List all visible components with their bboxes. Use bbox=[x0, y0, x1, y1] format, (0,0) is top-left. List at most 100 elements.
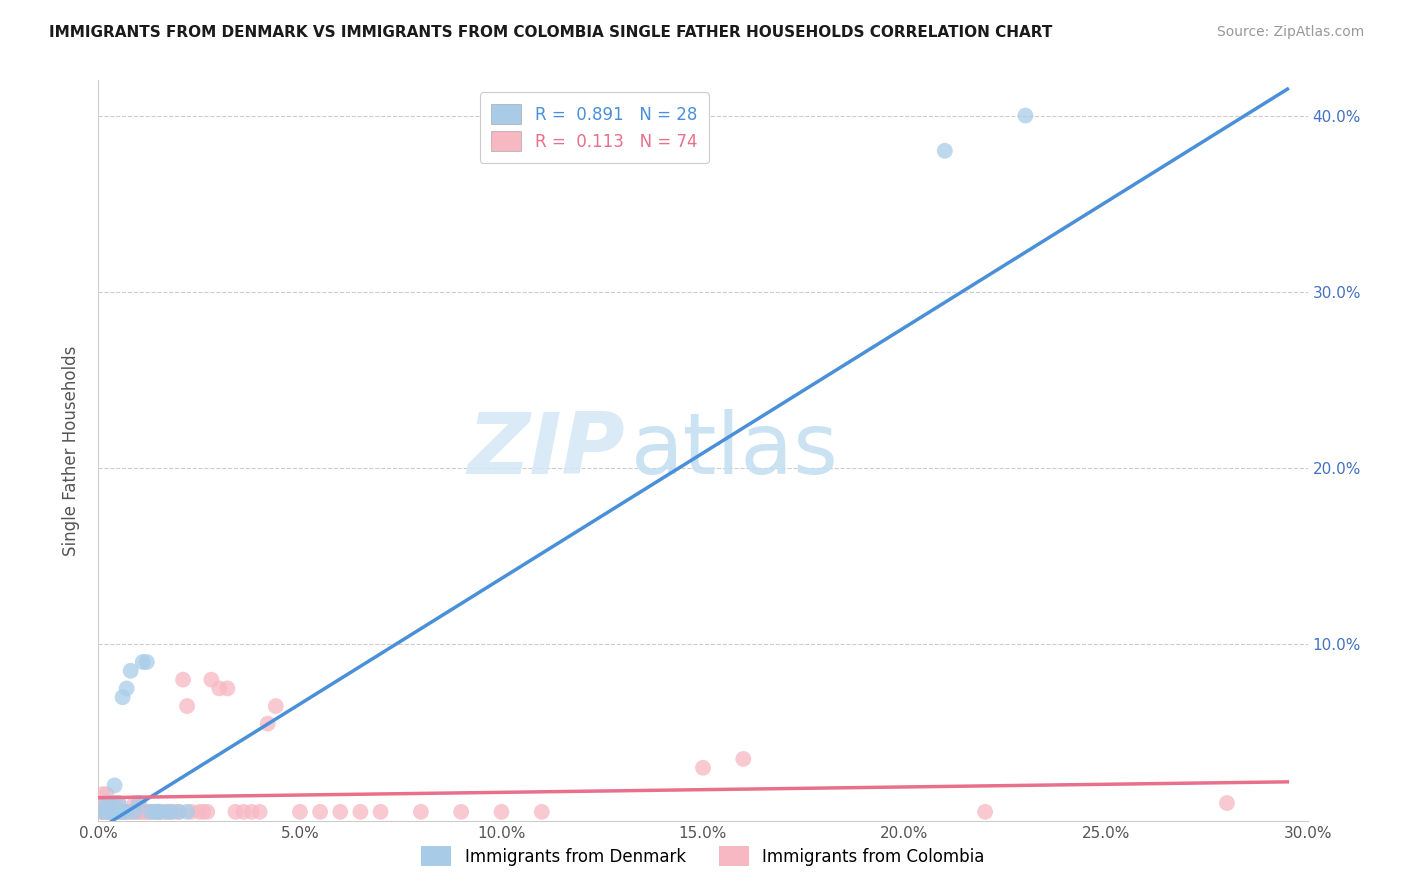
Point bbox=[111, 805, 134, 819]
Point bbox=[135, 805, 157, 819]
Point bbox=[450, 805, 472, 819]
Point bbox=[249, 805, 271, 819]
Y-axis label: Single Father Households: Single Father Households bbox=[62, 345, 80, 556]
Point bbox=[111, 805, 134, 819]
Point bbox=[143, 805, 166, 819]
Point bbox=[96, 805, 118, 819]
Point bbox=[111, 690, 134, 705]
Point bbox=[115, 805, 138, 819]
Point bbox=[128, 796, 150, 810]
Point bbox=[124, 805, 146, 819]
Point bbox=[115, 805, 138, 819]
Point bbox=[160, 805, 183, 819]
Point bbox=[200, 673, 222, 687]
Point bbox=[208, 681, 231, 696]
Point bbox=[128, 796, 150, 810]
Text: atlas: atlas bbox=[630, 409, 838, 492]
Point bbox=[91, 805, 114, 819]
Point bbox=[152, 805, 174, 819]
Point bbox=[100, 805, 122, 819]
Point bbox=[103, 796, 125, 810]
Point bbox=[96, 787, 118, 801]
Point bbox=[172, 673, 194, 687]
Point bbox=[224, 805, 246, 819]
Text: IMMIGRANTS FROM DENMARK VS IMMIGRANTS FROM COLOMBIA SINGLE FATHER HOUSEHOLDS COR: IMMIGRANTS FROM DENMARK VS IMMIGRANTS FR… bbox=[49, 25, 1053, 40]
Point bbox=[139, 805, 162, 819]
Point bbox=[107, 796, 129, 810]
Point bbox=[692, 761, 714, 775]
Point bbox=[349, 805, 371, 819]
Point bbox=[139, 805, 162, 819]
Point bbox=[156, 805, 179, 819]
Point bbox=[409, 805, 432, 819]
Point bbox=[91, 787, 114, 801]
Point bbox=[256, 716, 278, 731]
Legend: R =  0.891   N = 28, R =  0.113   N = 74: R = 0.891 N = 28, R = 0.113 N = 74 bbox=[479, 92, 709, 163]
Point bbox=[107, 805, 129, 819]
Point bbox=[264, 699, 287, 714]
Point bbox=[103, 805, 125, 819]
Point bbox=[139, 805, 162, 819]
Point bbox=[120, 805, 142, 819]
Point bbox=[103, 805, 125, 819]
Point bbox=[91, 805, 114, 819]
Point bbox=[188, 805, 211, 819]
Point bbox=[1014, 109, 1036, 123]
Point bbox=[232, 805, 254, 819]
Point bbox=[128, 805, 150, 819]
Point bbox=[167, 805, 190, 819]
Point bbox=[103, 778, 125, 792]
Point bbox=[100, 796, 122, 810]
Point bbox=[148, 805, 170, 819]
Point bbox=[107, 805, 129, 819]
Point bbox=[96, 805, 118, 819]
Point bbox=[530, 805, 553, 819]
Point bbox=[107, 796, 129, 810]
Point bbox=[100, 796, 122, 810]
Point bbox=[91, 805, 114, 819]
Point bbox=[91, 805, 114, 819]
Point bbox=[91, 796, 114, 810]
Point bbox=[111, 805, 134, 819]
Point bbox=[128, 805, 150, 819]
Point bbox=[124, 805, 146, 819]
Point bbox=[115, 681, 138, 696]
Legend: Immigrants from Denmark, Immigrants from Colombia: Immigrants from Denmark, Immigrants from… bbox=[413, 838, 993, 875]
Point bbox=[103, 805, 125, 819]
Point bbox=[132, 805, 155, 819]
Point bbox=[96, 796, 118, 810]
Point bbox=[132, 805, 155, 819]
Point bbox=[217, 681, 239, 696]
Point bbox=[1216, 796, 1239, 810]
Point bbox=[240, 805, 263, 819]
Point bbox=[107, 805, 129, 819]
Point bbox=[100, 805, 122, 819]
Point bbox=[148, 805, 170, 819]
Point bbox=[115, 805, 138, 819]
Point bbox=[120, 664, 142, 678]
Point bbox=[974, 805, 997, 819]
Point bbox=[135, 655, 157, 669]
Point bbox=[132, 655, 155, 669]
Point bbox=[96, 805, 118, 819]
Point bbox=[733, 752, 755, 766]
Point bbox=[100, 805, 122, 819]
Text: ZIP: ZIP bbox=[467, 409, 624, 492]
Point bbox=[107, 805, 129, 819]
Point bbox=[143, 805, 166, 819]
Point bbox=[195, 805, 218, 819]
Point bbox=[193, 805, 215, 819]
Point bbox=[160, 805, 183, 819]
Point bbox=[111, 805, 134, 819]
Point bbox=[124, 796, 146, 810]
Point bbox=[96, 796, 118, 810]
Point bbox=[96, 805, 118, 819]
Point bbox=[176, 699, 198, 714]
Point bbox=[148, 805, 170, 819]
Point bbox=[148, 805, 170, 819]
Point bbox=[370, 805, 392, 819]
Point bbox=[163, 805, 186, 819]
Point bbox=[135, 805, 157, 819]
Point bbox=[309, 805, 332, 819]
Point bbox=[167, 805, 190, 819]
